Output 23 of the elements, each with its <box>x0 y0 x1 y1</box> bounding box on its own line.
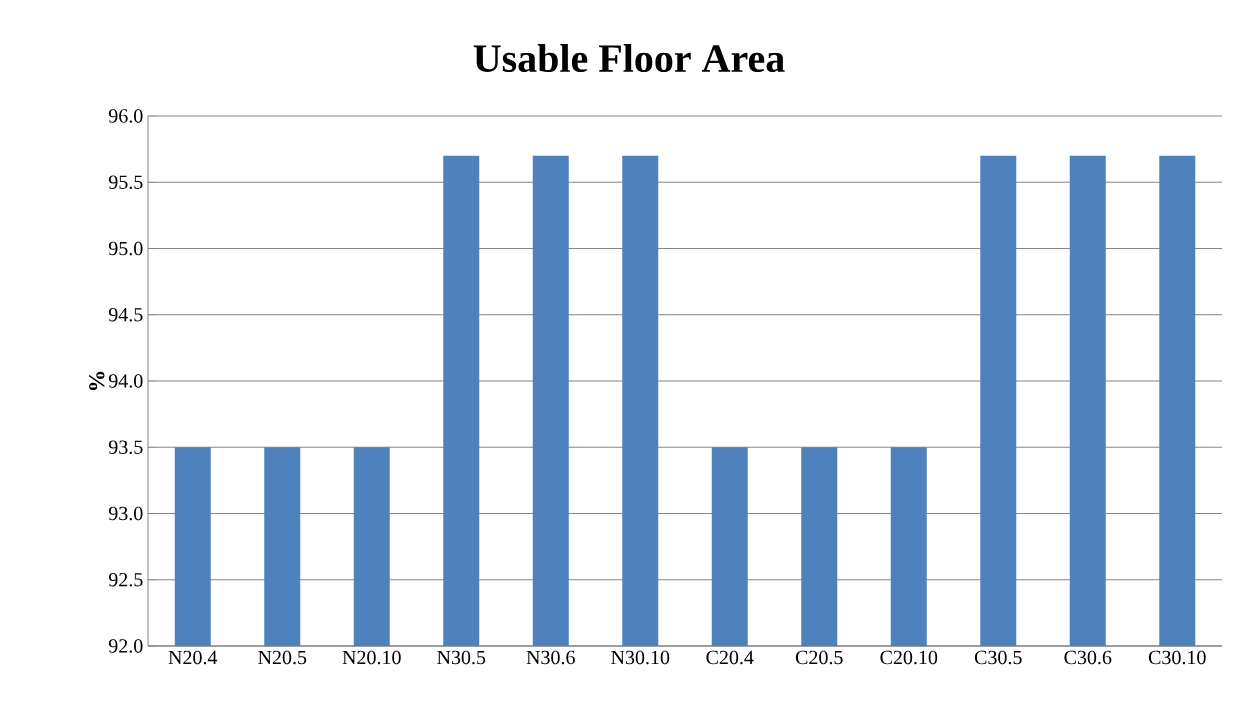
y-tick-label: 93.0 <box>108 506 143 521</box>
x-tick-label: C20.5 <box>795 650 843 665</box>
y-tick-label: 94.0 <box>108 374 143 388</box>
x-tick-label: N20.4 <box>168 650 218 665</box>
y-tick-label: 95.5 <box>108 175 143 190</box>
x-tick-label: N30.6 <box>526 650 575 665</box>
x-tick-label: C20.10 <box>880 650 938 665</box>
x-tick-label: N30.10 <box>611 650 670 665</box>
x-tick-label: C30.5 <box>974 650 1022 665</box>
y-tick-label: 95.0 <box>108 241 143 256</box>
x-tick-label: C20.4 <box>706 650 754 665</box>
y-tick-label: 93.5 <box>108 440 143 455</box>
y-axis-title: % <box>89 371 105 391</box>
x-tick-label: C30.10 <box>1148 650 1206 665</box>
y-tick-label: 92.0 <box>108 639 143 653</box>
chart-title: Usable Floor Area <box>473 43 785 73</box>
x-tick-label: N20.10 <box>342 650 401 665</box>
x-tick-label: N20.5 <box>258 650 307 665</box>
x-tick-label: C30.6 <box>1064 650 1112 665</box>
x-tick-label: N30.5 <box>437 650 486 665</box>
y-tick-label: 94.5 <box>108 307 143 322</box>
y-tick-label: 96.0 <box>108 109 143 123</box>
y-tick-label: 92.5 <box>108 572 143 587</box>
